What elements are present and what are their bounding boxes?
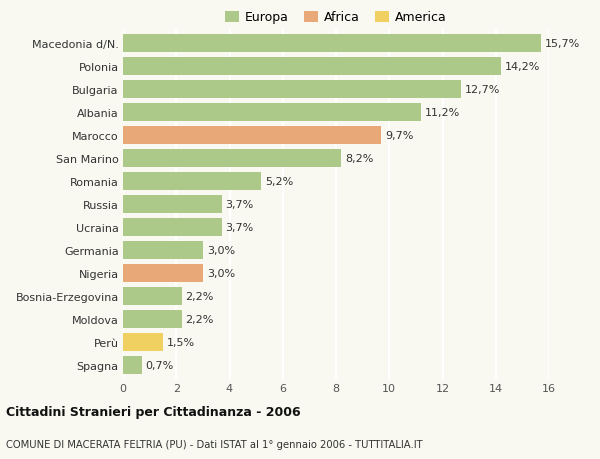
Bar [123,241,203,259]
Bar [123,81,461,99]
Bar [123,264,203,282]
Text: 11,2%: 11,2% [425,107,460,118]
Bar [123,356,142,374]
Bar [123,173,262,190]
Text: 12,7%: 12,7% [465,84,500,95]
Bar [123,196,221,213]
Text: 3,0%: 3,0% [207,268,235,278]
Bar [123,310,182,328]
Bar [123,126,381,144]
Bar [123,150,341,168]
Text: 0,7%: 0,7% [146,360,174,370]
Text: 14,2%: 14,2% [505,62,541,72]
Bar [123,35,541,52]
Bar [123,218,221,236]
Text: 8,2%: 8,2% [346,153,374,163]
Bar [123,333,163,351]
Text: 3,7%: 3,7% [226,222,254,232]
Text: 3,0%: 3,0% [207,245,235,255]
Text: 9,7%: 9,7% [385,130,413,140]
Text: 2,2%: 2,2% [185,314,214,324]
Text: 5,2%: 5,2% [265,176,293,186]
Text: 1,5%: 1,5% [167,337,195,347]
Text: COMUNE DI MACERATA FELTRIA (PU) - Dati ISTAT al 1° gennaio 2006 - TUTTITALIA.IT: COMUNE DI MACERATA FELTRIA (PU) - Dati I… [6,440,422,449]
Bar [123,104,421,121]
Text: 15,7%: 15,7% [545,39,580,49]
Text: 3,7%: 3,7% [226,199,254,209]
Bar [123,287,182,305]
Text: Cittadini Stranieri per Cittadinanza - 2006: Cittadini Stranieri per Cittadinanza - 2… [6,405,301,419]
Bar [123,57,501,75]
Text: 2,2%: 2,2% [185,291,214,301]
Legend: Europa, Africa, America: Europa, Africa, America [220,6,452,29]
